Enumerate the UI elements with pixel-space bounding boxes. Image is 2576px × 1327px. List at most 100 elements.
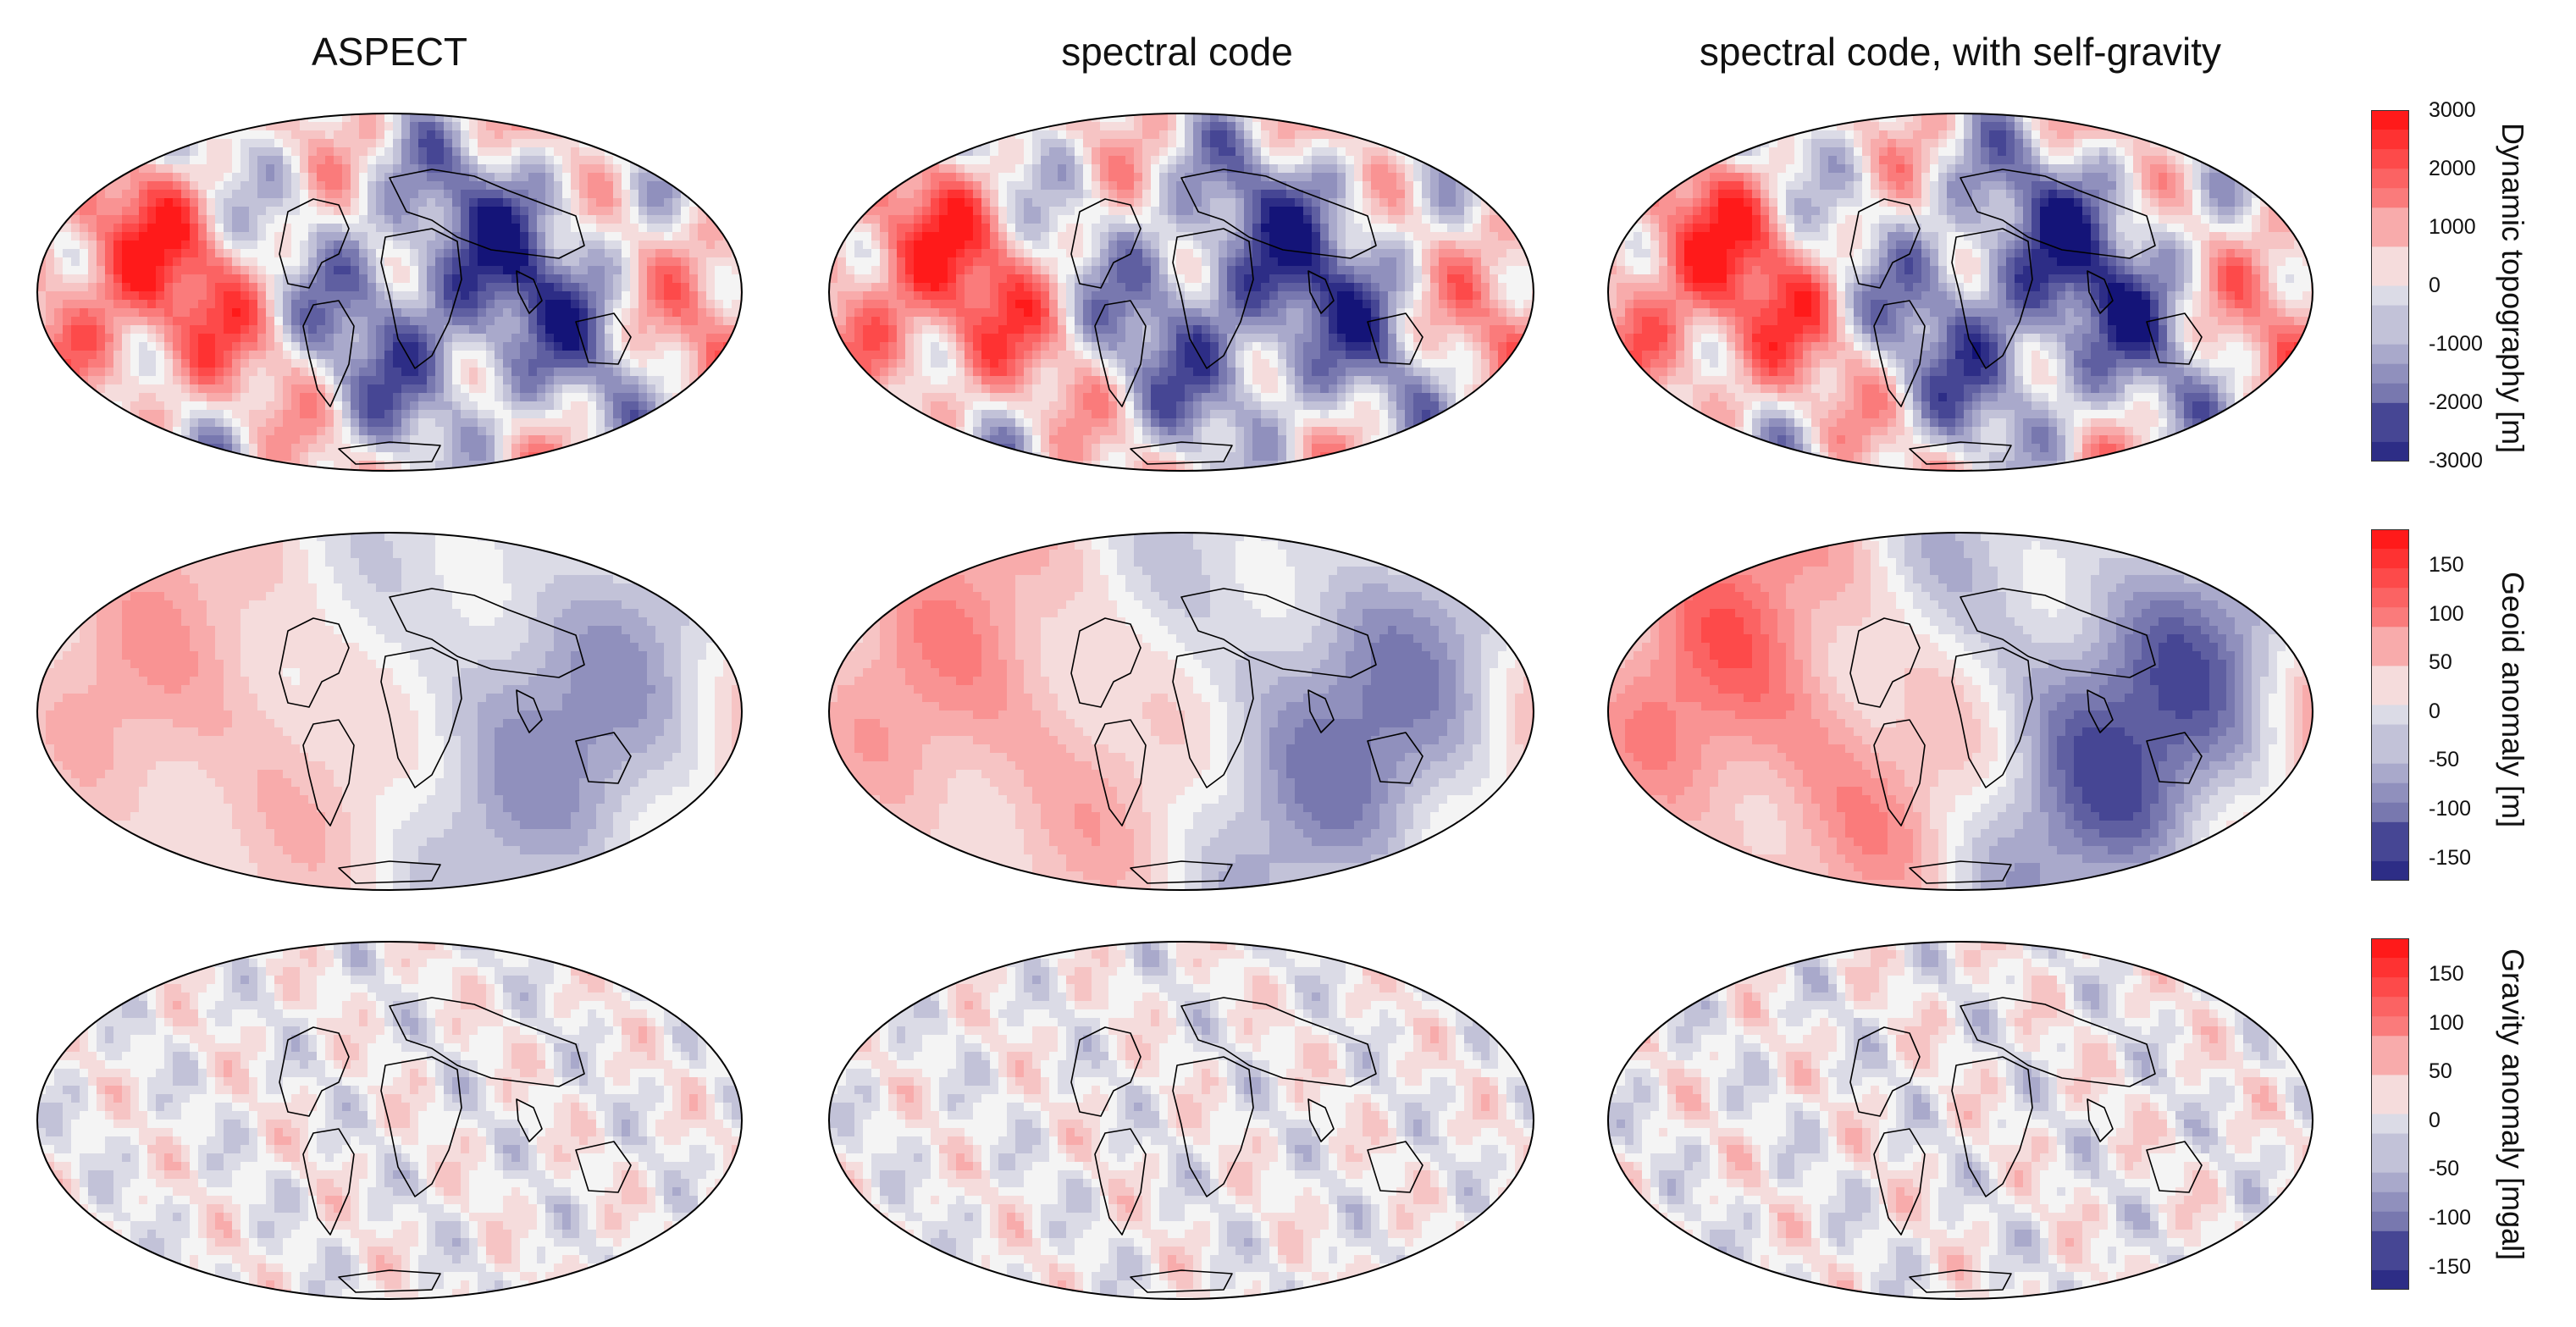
- colorbar-band: [2371, 130, 2409, 150]
- map-outline: [1607, 941, 2313, 1300]
- colorbar-band: [2371, 860, 2409, 882]
- colorbar-label: Geoid anomaly [m]: [2495, 572, 2530, 827]
- coastline-path: [380, 1056, 462, 1197]
- colorbar-border: [2371, 110, 2409, 462]
- coastlines: [1070, 588, 1423, 884]
- colorbar-band: [2371, 568, 2409, 589]
- coastline-path: [1951, 647, 2033, 788]
- coastline-path: [279, 198, 350, 289]
- coastline-path: [1130, 441, 1233, 465]
- coastline-path: [279, 617, 350, 708]
- coastline-path: [1070, 1026, 1142, 1117]
- coastline-path: [1951, 1056, 2033, 1197]
- colorbar-band: [2371, 997, 2409, 1017]
- colorbar-border: [2371, 938, 2409, 1290]
- coastline-path: [302, 1128, 355, 1236]
- map-geoid-self-gravity: [1607, 532, 2313, 891]
- map-geoid-aspect: [36, 532, 743, 891]
- coastlines: [1070, 169, 1423, 465]
- map-gravity-self-gravity: [1607, 941, 2313, 1300]
- colorbar-band: [2371, 958, 2409, 978]
- field-layer: [1608, 942, 2313, 1299]
- colorbar-band: [2371, 938, 2409, 959]
- coastline-path: [1130, 860, 1233, 884]
- coastline-path: [575, 1141, 632, 1193]
- coastlines: [279, 997, 632, 1293]
- colorbar-band: [2371, 627, 2409, 647]
- colorbar-band: [2371, 1172, 2409, 1193]
- coastlines: [279, 169, 632, 465]
- coastline-path: [1180, 588, 1377, 678]
- colorbar-band: [2371, 188, 2409, 208]
- map-dynamic-topography-spectral: [828, 113, 1534, 472]
- coastline-path: [1909, 860, 2012, 884]
- colorbar-band: [2371, 685, 2409, 705]
- coastline-path: [1130, 1269, 1233, 1293]
- coastline-path: [1307, 1098, 1335, 1142]
- coastline-path: [1180, 997, 1377, 1087]
- colorbar-band: [2371, 1250, 2409, 1271]
- colorbar-tick: -50: [2429, 1158, 2459, 1180]
- coastline-path: [380, 647, 462, 788]
- coastline-path: [1070, 198, 1142, 289]
- coastline-path: [1172, 1056, 1254, 1197]
- colorbar-band: [2371, 1211, 2409, 1232]
- coastline-path: [1873, 719, 1926, 827]
- coastline-path: [389, 588, 585, 678]
- colorbar-band: [2371, 1153, 2409, 1174]
- coastline-path: [338, 860, 441, 884]
- coastlines: [1070, 997, 1423, 1293]
- coastline-path: [1367, 732, 1423, 784]
- coastline-path: [338, 1269, 441, 1293]
- coastline-path: [1909, 441, 2012, 465]
- colorbar-tick: -100: [2429, 1208, 2471, 1229]
- coastlines: [1849, 169, 2203, 465]
- coastline-path: [516, 270, 543, 314]
- coastline-path: [2146, 1141, 2203, 1193]
- coastline-path: [1960, 169, 2156, 259]
- coastline-path: [302, 719, 355, 827]
- coastline-path: [389, 169, 585, 259]
- colorbar-tick: -1000: [2429, 334, 2483, 355]
- coastline-path: [1960, 588, 2156, 678]
- colorbar-tick: -2000: [2429, 392, 2483, 413]
- coastline-path: [279, 1026, 350, 1117]
- coastline-path: [302, 300, 355, 407]
- coastline-path: [1873, 1128, 1926, 1236]
- coastline-path: [516, 689, 543, 733]
- coastline-path: [1070, 617, 1142, 708]
- colorbar-band: [2371, 1094, 2409, 1114]
- colorbar-label: Dynamic topography [m]: [2495, 123, 2530, 453]
- field-layer: [37, 113, 742, 471]
- coastline-path: [1367, 312, 1423, 365]
- column-title-spectral-self-gravity: spectral code, with self-gravity: [1579, 29, 2341, 75]
- colorbar-label: Gravity anomaly [mgal]: [2495, 948, 2530, 1260]
- coastline-path: [1849, 1026, 1921, 1117]
- colorbar-tick: 0: [2429, 701, 2441, 722]
- map-gravity-aspect: [36, 941, 743, 1300]
- colorbar-band: [2371, 149, 2409, 169]
- colorbar-band: [2371, 305, 2409, 326]
- field-layer: [1608, 113, 2313, 471]
- map-geoid-spectral: [828, 532, 1534, 891]
- colorbar-tick: 0: [2429, 275, 2441, 296]
- coastline-path: [1960, 997, 2156, 1087]
- colorbar-tick: -50: [2429, 749, 2459, 771]
- field-layer: [829, 533, 1534, 890]
- coastline-path: [1367, 1141, 1423, 1193]
- coastline-path: [1094, 719, 1147, 827]
- coastline-path: [2146, 732, 2203, 784]
- map-outline: [828, 941, 1534, 1300]
- colorbar-gravity: 150 100 50 0 -50 -100 -150 Gravity anoma…: [2371, 938, 2530, 1291]
- colorbar-band: [2371, 549, 2409, 569]
- colorbar-tick: 50: [2429, 652, 2452, 673]
- colorbar-band: [2371, 402, 2409, 423]
- colorbar-band: [2371, 588, 2409, 608]
- coastline-path: [575, 312, 632, 365]
- colorbar-dynamic-topography: 3000 2000 1000 0 -1000 -2000 -3000 Dynam…: [2371, 100, 2530, 472]
- colorbar-tick: 100: [2429, 1013, 2464, 1034]
- coastlines: [1849, 997, 2203, 1293]
- coastline-path: [380, 228, 462, 369]
- coastline-path: [1873, 300, 1926, 407]
- colorbar-gradient: [2371, 938, 2409, 1291]
